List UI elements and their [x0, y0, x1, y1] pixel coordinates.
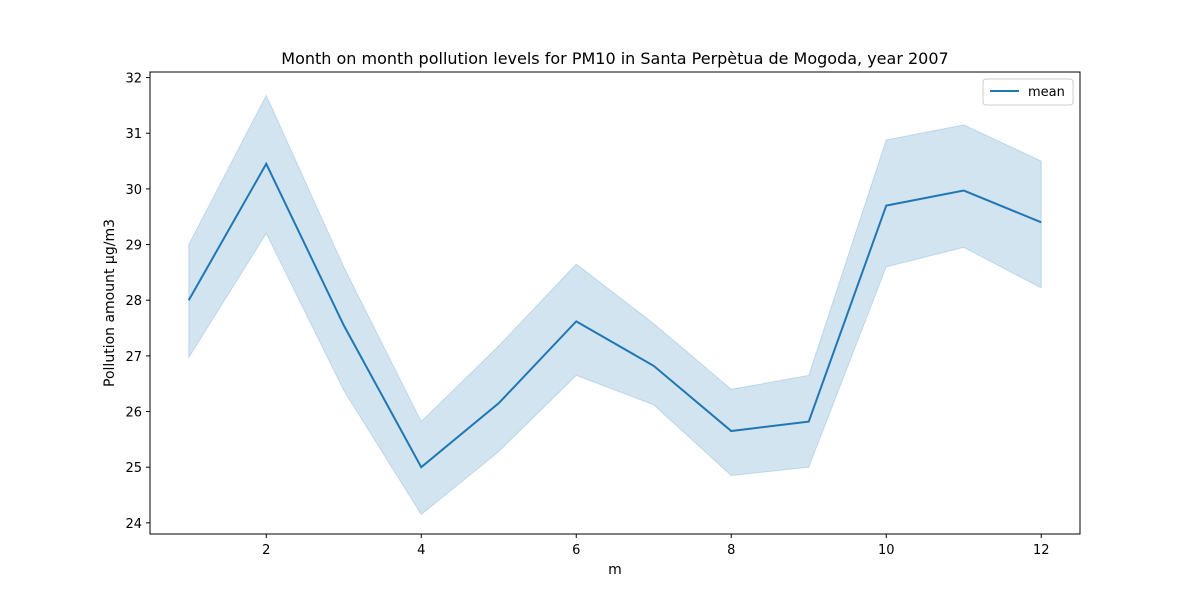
y-tick-label: 26: [125, 406, 142, 421]
y-tick-label: 30: [125, 183, 142, 198]
x-axis-label: m: [608, 562, 622, 578]
legend-label-mean: mean: [1028, 85, 1065, 100]
y-tick-label: 24: [125, 517, 142, 532]
chart-title: Month on month pollution levels for PM10…: [281, 49, 948, 68]
y-axis: 24 25 26 27 28 29 30 31 32: [125, 72, 150, 532]
plot-frame: [149, 71, 1081, 535]
x-tick-label: 6: [572, 543, 580, 558]
y-tick-label: 27: [125, 350, 142, 365]
x-tick-label: 8: [727, 543, 735, 558]
y-tick-label: 29: [125, 239, 142, 254]
y-tick-label: 28: [125, 294, 142, 309]
x-tick-label: 12: [1033, 543, 1050, 558]
y-axis-label: Pollution amount µg/m3: [102, 219, 118, 387]
plot-area: [149, 71, 1081, 535]
x-tick-label: 4: [417, 543, 425, 558]
y-tick-label: 31: [125, 127, 142, 142]
x-axis: 2 4 6 8 10 12: [262, 534, 1050, 558]
confidence-band: [188, 94, 1042, 516]
y-tick-label: 32: [125, 72, 142, 87]
y-tick-label: 25: [125, 461, 142, 476]
legend-box: [982, 78, 1074, 106]
legend: mean: [982, 78, 1074, 106]
x-tick-label: 2: [262, 543, 270, 558]
x-tick-label: 10: [878, 543, 895, 558]
series-line-mean: [187, 161, 1042, 469]
